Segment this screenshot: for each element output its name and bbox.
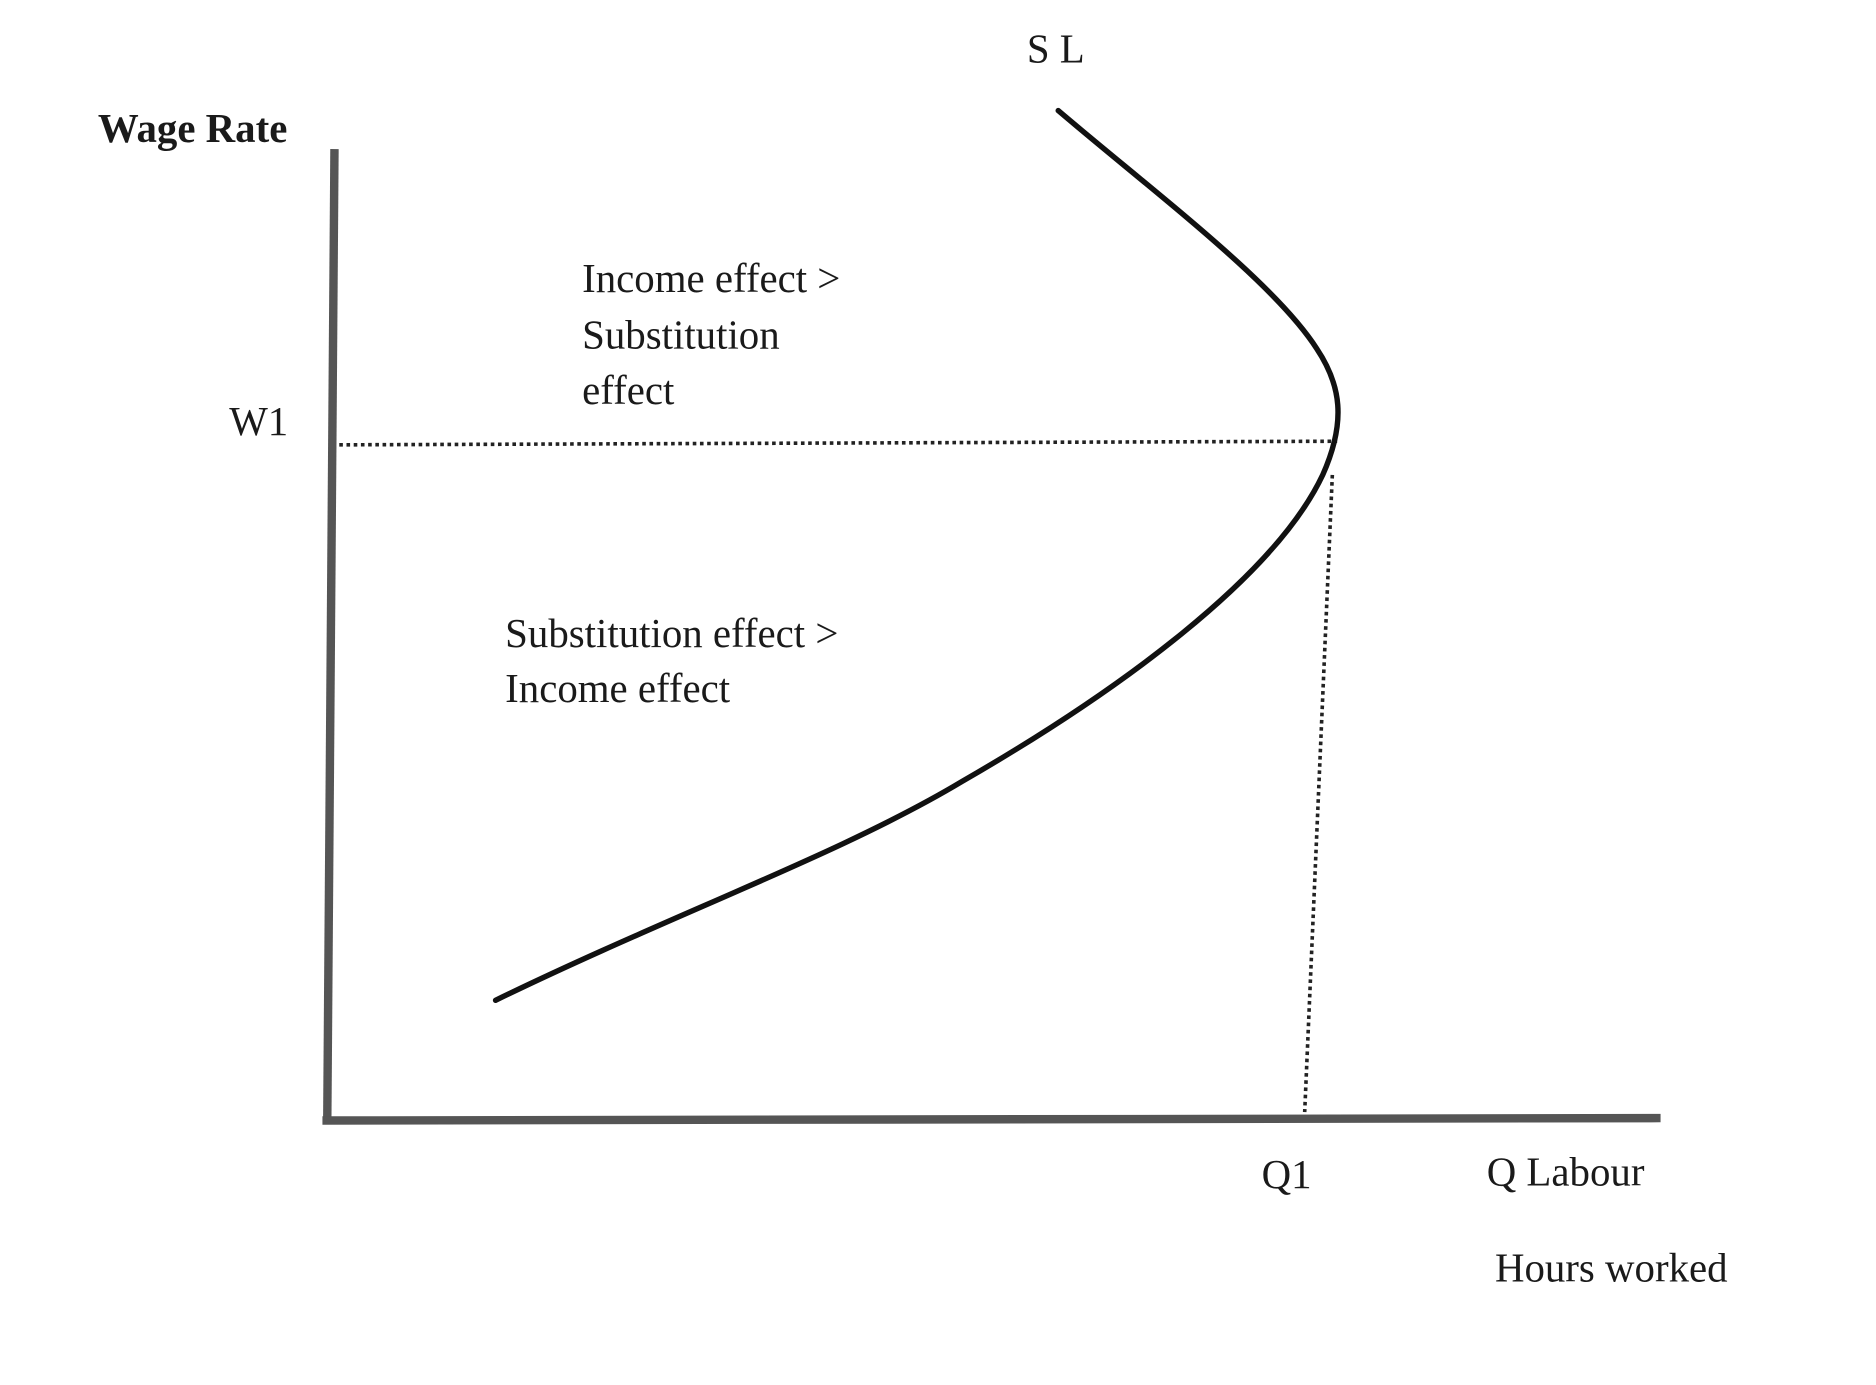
region-text: Substitution effect > [505, 611, 838, 656]
region-text: Income effect > [582, 256, 840, 301]
w1-label: W1 [229, 399, 288, 444]
region-text: Substitution [582, 313, 780, 358]
region-text: Income effect [505, 666, 731, 711]
y-axis-label: Wage Rate [98, 106, 288, 151]
w1-guide [339, 439, 1338, 447]
y-axis [323, 149, 339, 1123]
labour-supply-curve [492, 107, 1341, 1003]
x-axis-label: Q Labour [1487, 1149, 1645, 1194]
region-text: effect [582, 368, 675, 413]
curve-label: S L [1027, 27, 1085, 72]
x-axis-sublabel: Hours worked [1495, 1246, 1728, 1291]
x-axis [322, 1113, 1661, 1125]
q1-label: Q1 [1262, 1152, 1312, 1197]
q1-guide [1302, 474, 1335, 1113]
